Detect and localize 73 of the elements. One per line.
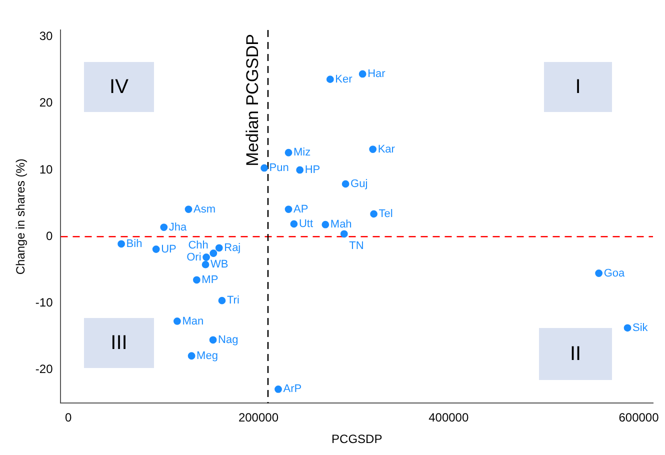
series-label: Mah (330, 218, 352, 231)
point (152, 246, 160, 253)
point (209, 336, 217, 344)
point (260, 164, 268, 172)
x-axis-title: PCGSDP (332, 432, 382, 446)
point (202, 254, 210, 261)
x-tick-label: 600000 (618, 410, 660, 425)
series-label: Raj (224, 242, 241, 254)
y-tick-label: -10 (35, 296, 54, 310)
point (595, 270, 603, 277)
point (326, 76, 334, 84)
series-label: AP (294, 203, 308, 216)
point (340, 230, 348, 238)
point (369, 146, 377, 153)
point (284, 206, 292, 213)
x-tick-label: 200000 (238, 410, 279, 425)
point (174, 318, 181, 325)
series-label: MP (202, 274, 218, 286)
series-label: Guj (350, 178, 368, 190)
point (342, 180, 350, 188)
point (296, 166, 304, 174)
point (160, 224, 168, 231)
point (370, 210, 378, 218)
point (218, 296, 226, 304)
series-label: Ker (335, 73, 353, 86)
x-tick-label: 400000 (428, 410, 469, 425)
point (358, 70, 366, 78)
series-label: Ori (186, 251, 202, 264)
x-tick-label: 0 (65, 410, 72, 425)
y-tick-label: 30 (39, 28, 54, 43)
series-label: Chh (188, 239, 208, 252)
annotation: I (575, 76, 581, 98)
series-label: Kar (378, 143, 396, 156)
point (192, 276, 200, 284)
point (210, 250, 218, 257)
series-label: UP (161, 243, 176, 256)
series-label: Tri (226, 294, 240, 307)
point (624, 324, 632, 332)
series-label: Tel (378, 208, 393, 220)
series-label: Utt (298, 218, 313, 230)
series-label: Sik (632, 322, 648, 334)
series-label: Nag (218, 334, 238, 346)
y-tick-label: -20 (35, 362, 54, 376)
series-label: Asm (194, 203, 216, 216)
annotation: III (110, 332, 128, 354)
y-tick-label: 0 (46, 228, 54, 243)
series-label: TN (349, 240, 364, 252)
point (188, 352, 196, 360)
series-label: Man (182, 315, 204, 328)
series-label: Pun (269, 162, 289, 174)
series-label: WB (210, 258, 228, 271)
series-label: Miz (294, 146, 311, 159)
point (118, 240, 125, 248)
point (322, 220, 330, 228)
point (274, 386, 282, 393)
annotation: IV (110, 76, 128, 98)
series-label: Har (368, 68, 386, 80)
series-label: Goa (604, 267, 626, 280)
point (184, 206, 192, 213)
point (215, 244, 223, 252)
series-label: Meg (196, 350, 218, 362)
point (290, 220, 298, 228)
y-tick-label: 10 (39, 162, 54, 176)
annotation: II (570, 342, 582, 366)
y-tick-label: 20 (39, 96, 54, 110)
series-label: HP (304, 164, 320, 176)
series-label: Bih (126, 238, 142, 250)
point (284, 148, 292, 156)
y-axis-title: Change in shares (%) (14, 158, 28, 275)
point (202, 260, 210, 268)
series-label: Jha (168, 221, 188, 234)
series-label: ArP (283, 383, 302, 396)
ref-line-label: Median PCGSDP (243, 34, 262, 166)
